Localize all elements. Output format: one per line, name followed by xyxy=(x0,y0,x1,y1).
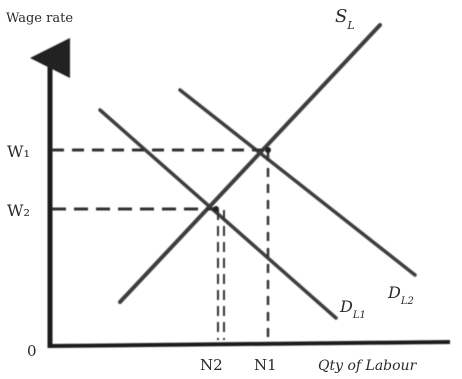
x-axis-label: Qty of Labour xyxy=(318,358,418,374)
demand-l2-letter: D xyxy=(387,283,401,302)
demand-l1-letter: D xyxy=(339,297,353,316)
equilibrium-point-upper xyxy=(265,147,271,153)
n1-label: N1 xyxy=(254,356,277,374)
x-axis xyxy=(49,340,451,348)
demand-l2-sub: L2 xyxy=(400,296,414,307)
demand-l2-label: DL2 xyxy=(387,283,414,307)
w1-label: W₁ xyxy=(7,142,30,161)
origin-label: 0 xyxy=(27,342,37,360)
demand-curve-l2 xyxy=(178,88,417,277)
y-axis-label: Wage rate xyxy=(6,11,73,26)
supply-curve xyxy=(118,23,382,304)
supply-curve-sub: L xyxy=(346,19,354,32)
equilibrium-point-lower xyxy=(213,206,219,212)
demand-l1-label: DL1 xyxy=(339,297,366,321)
n2-label: N2 xyxy=(200,356,223,374)
supply-curve-letter: S xyxy=(335,6,347,27)
supply-curve-label: SL xyxy=(335,6,355,32)
demand-l1-sub: L1 xyxy=(352,310,366,321)
w2-label: W₂ xyxy=(7,201,30,220)
